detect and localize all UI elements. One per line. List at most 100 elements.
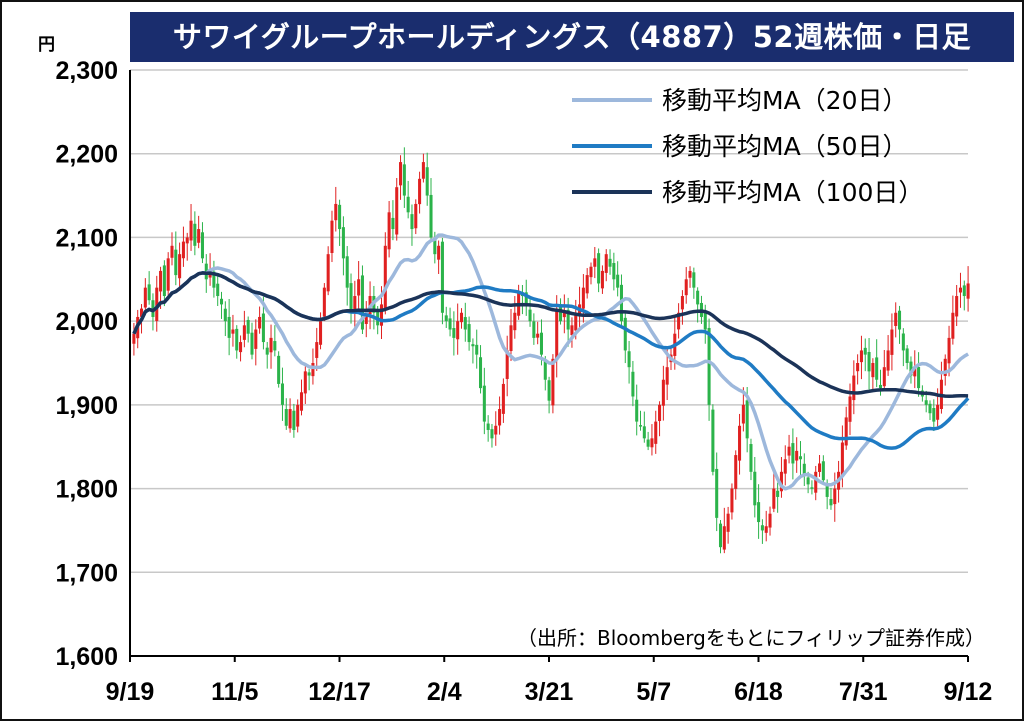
candle-body (418, 178, 422, 205)
candle-body (654, 421, 658, 444)
candle-body (726, 513, 730, 532)
candle-body (589, 266, 593, 278)
candle-body (863, 347, 867, 355)
candle-body (139, 308, 144, 317)
candle-body (593, 258, 597, 267)
candle-body (528, 309, 532, 322)
candle-body (284, 409, 288, 426)
candle-body (185, 237, 189, 244)
candle-body (181, 241, 185, 259)
y-axis-unit-label: 円 (38, 35, 55, 55)
candle-body (810, 487, 814, 489)
candle-body (494, 425, 498, 435)
candle-body (406, 196, 410, 213)
candle-body (159, 270, 163, 292)
candle-body (776, 490, 780, 497)
candle-body (551, 358, 555, 406)
candle-body (463, 317, 467, 330)
candle-body (482, 385, 486, 422)
candle-body (764, 526, 768, 533)
candle-body (878, 384, 883, 389)
candle-body (597, 253, 601, 284)
candle-body (155, 287, 159, 321)
candle-body (867, 351, 871, 372)
candle-body (555, 308, 559, 360)
candle-body (882, 367, 886, 387)
candle-body (966, 283, 970, 299)
candle-body (448, 318, 452, 330)
candle-body (608, 258, 612, 267)
candle-body (414, 203, 418, 229)
candle-body (223, 308, 227, 322)
candle-body (505, 350, 509, 379)
candle-body (524, 292, 528, 305)
candle-body (292, 410, 296, 430)
candle-body (410, 214, 414, 230)
candle-body (288, 409, 292, 429)
candle-body (806, 477, 810, 485)
candle-body (749, 444, 753, 472)
candle-body (585, 275, 589, 294)
candle-body (227, 316, 231, 338)
candle-body (475, 344, 479, 355)
candle-body (680, 296, 684, 310)
candle-body (395, 187, 399, 235)
chart-title: サワイグループホールディングス（4887）52週株価・日足 (130, 12, 1014, 62)
candle-body (322, 287, 326, 317)
candle-body (612, 263, 616, 280)
y-tick-label: 2,000 (55, 308, 118, 336)
candle-body (338, 204, 342, 230)
candle-body (231, 329, 235, 334)
candle-body (273, 341, 277, 351)
x-tick-label: 5/7 (636, 678, 671, 706)
candle-body (299, 392, 304, 411)
candle-body (357, 279, 361, 296)
x-tick-label: 7/31 (839, 678, 888, 706)
candle-body (768, 513, 772, 528)
candle-body (132, 333, 136, 344)
candle-body (638, 425, 643, 427)
candle-body (250, 332, 254, 355)
candle-body (444, 315, 448, 322)
candle-body (456, 321, 460, 340)
candle-body (623, 317, 627, 351)
x-tick-label: 12/17 (308, 678, 371, 706)
x-tick-label: 11/5 (211, 678, 258, 706)
candle-body (947, 337, 951, 364)
candle-body (635, 399, 639, 422)
candle-body (779, 471, 783, 492)
candle-body (479, 357, 483, 389)
x-tick-label: 6/18 (734, 678, 783, 706)
candle-body (570, 325, 574, 336)
candle-body (818, 463, 822, 472)
candle-body (901, 333, 905, 351)
candle-body (433, 238, 437, 255)
y-axis-tick-labels: 1,600 1,700 1,800 1,900 2,000 2,100 2,200 2,300 (55, 57, 118, 671)
candle-body (650, 438, 654, 448)
candle-body (829, 498, 833, 506)
candle-body (254, 329, 258, 349)
candle-body (166, 258, 170, 291)
x-axis-tick-labels: 9/19 11/5 12/17 2/4 3/21 5/7 6/18 7/31 9/12 (106, 678, 993, 706)
candle-body (239, 342, 243, 353)
candle-body (932, 408, 936, 422)
candle-body (486, 423, 490, 430)
y-tick-label: 2,300 (55, 57, 118, 85)
candle-body (856, 363, 860, 372)
y-tick-label: 1,700 (55, 559, 118, 587)
candle-body (772, 488, 776, 509)
candle-body (943, 358, 947, 376)
candle-body (627, 351, 631, 368)
candle-body (364, 312, 368, 324)
candle-body (738, 425, 742, 461)
candle-body (745, 400, 749, 439)
candle-body (600, 270, 604, 289)
candle-body (562, 312, 566, 318)
candle-body (383, 245, 387, 309)
candle-body (684, 279, 688, 296)
candle-body (958, 287, 963, 293)
candle-body (848, 396, 852, 422)
candle-body (859, 350, 863, 363)
candle-body (261, 313, 265, 343)
candle-body (787, 446, 791, 456)
